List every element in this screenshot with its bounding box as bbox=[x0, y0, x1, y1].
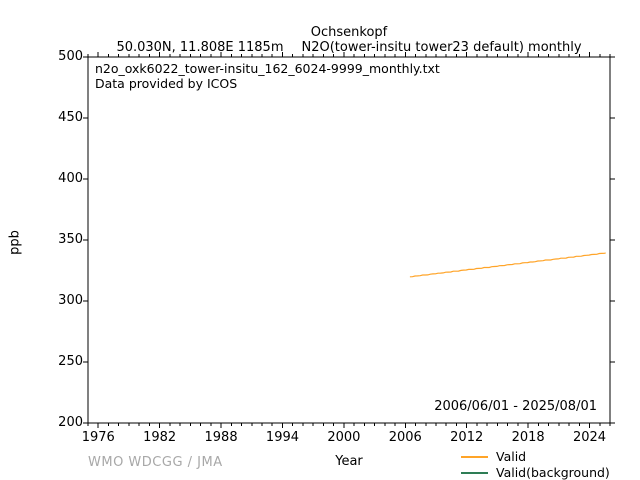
x-tick-label: 2018 bbox=[511, 430, 545, 445]
valid-background-line-swatch bbox=[461, 471, 488, 474]
data-file-label: n2o_oxk6022_tower-insitu_162_6024-9999_m… bbox=[95, 61, 440, 76]
y-tick-label: 250 bbox=[58, 354, 83, 369]
x-tick-label: 2012 bbox=[450, 430, 484, 445]
x-tick-label: 2024 bbox=[572, 430, 607, 445]
station-coordinates: 50.030N, 11.808E 1185m bbox=[116, 40, 284, 55]
x-tick-label: 1994 bbox=[265, 430, 300, 445]
chart-subtitle: 50.030N, 11.808E 1185m N2O(tower-insitu … bbox=[88, 40, 610, 55]
chart-legend: Valid Valid(background) bbox=[461, 450, 610, 479]
x-tick-label: 2000 bbox=[327, 430, 361, 445]
y-tick-label: 350 bbox=[58, 232, 83, 247]
x-axis-label: Year bbox=[335, 454, 363, 469]
legend-item-valid-background: Valid(background) bbox=[461, 466, 610, 479]
y-tick-label: 450 bbox=[58, 110, 83, 125]
x-tick-label: 1988 bbox=[204, 430, 238, 445]
date-range-label: 2006/06/01 - 2025/08/01 bbox=[434, 399, 597, 414]
x-tick-label: 1976 bbox=[81, 430, 115, 445]
dataset-description: N2O(tower-insitu tower23 default) monthl… bbox=[301, 40, 582, 55]
x-tick-label: 2006 bbox=[388, 430, 422, 445]
y-tick-label: 500 bbox=[58, 49, 83, 64]
x-tick-label: 1982 bbox=[143, 430, 177, 445]
page-title: Ochsenkopf bbox=[310, 25, 388, 40]
legend-item-valid: Valid bbox=[461, 450, 610, 463]
legend-label: Valid(background) bbox=[496, 465, 610, 480]
y-tick-label: 300 bbox=[58, 293, 83, 308]
y-axis-label: ppb bbox=[7, 230, 23, 255]
y-tick-label: 400 bbox=[58, 171, 83, 186]
data-provider-label: Data provided by ICOS bbox=[95, 76, 238, 91]
legend-label: Valid bbox=[496, 449, 527, 464]
valid-line-swatch bbox=[461, 455, 488, 458]
y-tick-label: 200 bbox=[58, 415, 83, 430]
attribution-label: WMO WDCGG / JMA bbox=[88, 455, 223, 470]
